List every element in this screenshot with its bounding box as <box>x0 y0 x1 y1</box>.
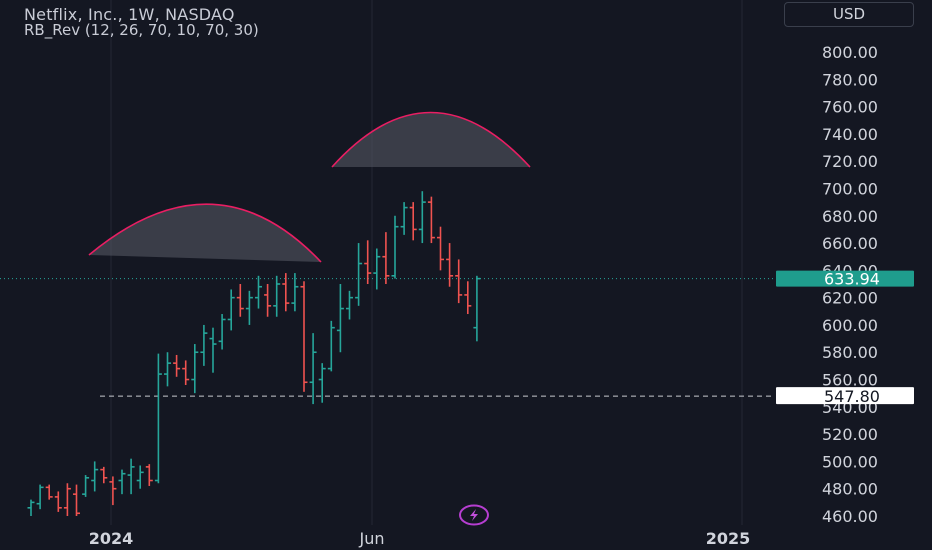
ohlc-bar <box>54 491 62 512</box>
ohlc-bar <box>409 202 417 241</box>
rb-rev-arcs <box>88 111 531 263</box>
price-tick-label: 700.00 <box>822 179 878 198</box>
ohlc-bar <box>82 475 90 497</box>
ohlc-bar <box>273 275 281 317</box>
lightning-badge[interactable] <box>459 504 489 526</box>
ohlc-bar <box>355 243 363 306</box>
ohlc-bar <box>200 324 208 366</box>
ohlc-bar <box>127 458 135 495</box>
arc-1 <box>89 204 321 262</box>
price-tick-label: 620.00 <box>822 289 878 308</box>
price-levels <box>0 278 775 397</box>
ohlc-bar <box>145 464 153 486</box>
level-price-tag: 547.80 <box>776 387 914 406</box>
ohlc-bar <box>455 259 463 304</box>
price-axis[interactable]: 460.00480.00500.00520.00540.00560.00580.… <box>776 43 914 526</box>
ohlc-bar <box>437 226 444 271</box>
ohlc-bar <box>154 353 162 484</box>
ohlc-bar <box>427 196 435 244</box>
price-tick-label: 500.00 <box>822 452 878 471</box>
ohlc-bar <box>346 290 353 320</box>
ohlc-bar <box>309 333 317 405</box>
ohlc-bar <box>373 248 381 290</box>
price-tick-label: 460.00 <box>822 507 878 526</box>
price-tick-label: 780.00 <box>822 70 878 89</box>
price-tick-label: 600.00 <box>822 316 878 335</box>
ohlc-bar <box>364 240 372 284</box>
price-tick-label: 740.00 <box>822 125 878 144</box>
time-axis-bg <box>0 525 775 550</box>
ohlc-bar <box>391 215 399 279</box>
indicator-label[interactable]: RB_Rev (12, 26, 70, 10, 70, 30) <box>24 21 259 39</box>
ohlc-bar <box>318 363 326 403</box>
price-tick-label: 560.00 <box>822 371 878 390</box>
ohlc-bar <box>100 466 108 484</box>
ohlc-bar <box>209 327 217 373</box>
ohlc-bar <box>164 352 171 387</box>
ohlc-bar <box>173 354 181 377</box>
ohlc-bars <box>27 191 481 516</box>
time-tick-label: 2024 <box>89 529 134 548</box>
grid-lines <box>110 0 743 525</box>
time-axis[interactable]: 2024 Jun 2025 <box>0 525 775 550</box>
last-price-tag: 633.94 <box>776 270 914 289</box>
lightning-icon <box>470 509 478 521</box>
ohlc-bar <box>182 360 190 385</box>
ohlc-bar <box>73 484 80 516</box>
ohlc-bar <box>291 273 299 312</box>
currency-button[interactable]: USD <box>784 2 914 27</box>
ohlc-bar <box>282 273 290 312</box>
ohlc-bar <box>446 243 454 287</box>
ohlc-bar <box>227 289 235 331</box>
ohlc-bar <box>45 484 53 500</box>
ohlc-bar <box>191 344 199 394</box>
ohlc-bar <box>63 483 71 516</box>
level-price-label: 547.80 <box>824 387 880 406</box>
ohlc-bar <box>418 191 426 244</box>
ohlc-bar <box>218 314 226 350</box>
ohlc-bar <box>300 281 308 392</box>
time-tick-label: Jun <box>359 529 385 548</box>
lightning-icon-ring <box>459 504 489 526</box>
ohlc-bar <box>400 202 408 235</box>
price-tick-label: 720.00 <box>822 152 878 171</box>
ohlc-bar <box>327 320 335 372</box>
price-tick-label: 480.00 <box>822 480 878 499</box>
ohlc-bar <box>236 284 244 317</box>
ohlc-bar <box>27 499 35 516</box>
arc-2-stroke <box>331 111 531 168</box>
ohlc-bar <box>109 476 117 506</box>
price-tick-label: 520.00 <box>822 425 878 444</box>
chart-title: Netflix, Inc., 1W, NASDAQ <box>24 5 235 24</box>
ohlc-bar <box>336 284 344 353</box>
ohlc-bar <box>264 284 272 317</box>
ohlc-bar <box>473 275 481 342</box>
ohlc-bar <box>91 461 99 492</box>
ohlc-bar <box>136 465 144 489</box>
ohlc-bar <box>118 469 126 495</box>
price-tick-label: 580.00 <box>822 343 878 362</box>
ohlc-bar <box>255 275 262 309</box>
time-tick-label: 2025 <box>706 529 751 548</box>
arc-1-stroke <box>88 203 322 263</box>
ohlc-bar <box>382 232 390 284</box>
ohlc-bar <box>464 281 472 315</box>
last-price-label: 633.94 <box>824 270 880 289</box>
price-tick-label: 800.00 <box>822 43 878 62</box>
price-tick-label: 660.00 <box>822 234 878 253</box>
price-tick-label: 760.00 <box>822 98 878 117</box>
ohlc-bar <box>36 484 44 510</box>
price-tick-label: 680.00 <box>822 207 878 226</box>
ohlc-bar <box>245 290 253 325</box>
